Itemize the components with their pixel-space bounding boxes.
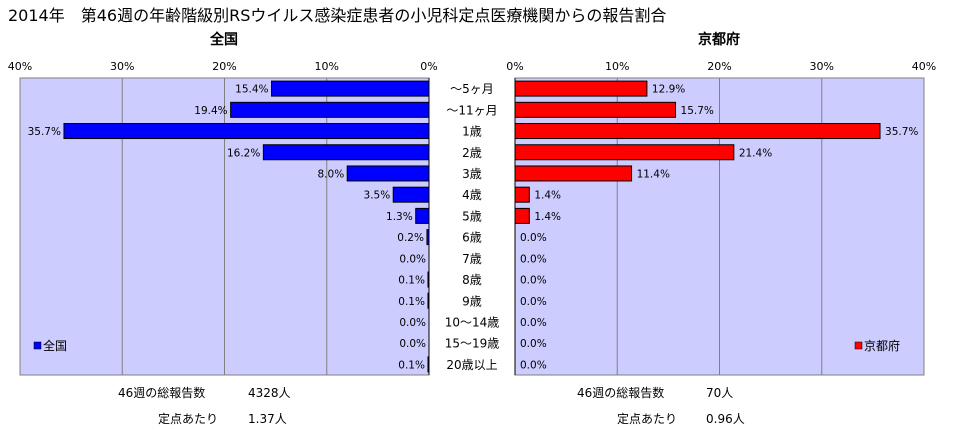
category-label: 6歳 — [462, 231, 482, 245]
bar-left — [415, 207, 430, 224]
left-total-label: 46週の総報告数 — [118, 386, 206, 400]
category-label: 10～14歳 — [445, 315, 500, 329]
axis-tick-label-right: 0% — [506, 60, 523, 73]
bar-right — [514, 101, 677, 118]
bar-right — [514, 207, 530, 224]
legend-left: 全国 — [33, 338, 67, 353]
bar-left — [262, 144, 430, 161]
axis-tick-label-left: 20% — [212, 60, 236, 73]
axis-tick-label-left: 30% — [110, 60, 134, 73]
data-label-left: 0.1% — [398, 359, 425, 371]
data-label-left: 19.4% — [194, 105, 227, 117]
data-label-left: 16.2% — [227, 147, 260, 159]
data-label-right: 15.7% — [681, 105, 714, 117]
data-label-left: 8.0% — [318, 168, 345, 180]
bar-left — [427, 292, 430, 309]
category-label: 4歳 — [462, 188, 482, 202]
data-label-right: 0.0% — [520, 253, 547, 265]
data-label-right: 35.7% — [885, 126, 918, 138]
right-total-value: 70人 — [706, 386, 734, 400]
data-label-right: 0.0% — [520, 232, 547, 244]
left-total-value: 4328人 — [248, 386, 291, 400]
category-label: ～11ヶ月 — [446, 103, 497, 117]
category-label: 15～19歳 — [445, 337, 500, 351]
category-label: 20歳以上 — [446, 358, 497, 372]
legend-label-right: 京都府 — [864, 338, 900, 353]
data-label-right: 0.0% — [520, 275, 547, 287]
left-per-label: 定点あたり — [158, 412, 219, 426]
bar-left — [426, 229, 430, 246]
bar-right — [514, 144, 735, 161]
axis-tick-label-left: 0% — [420, 60, 437, 73]
page-title: 2014年 第46週の年齢階級別RSウイルス感染症患者の小児科定点医療機関からの… — [8, 6, 667, 25]
data-label-right: 0.0% — [520, 317, 547, 329]
data-label-right: 21.4% — [739, 147, 772, 159]
data-label-left: 1.3% — [386, 211, 413, 223]
right-total-label: 46週の総報告数 — [577, 386, 665, 400]
data-label-right: 0.0% — [520, 338, 547, 350]
data-label-right: 0.0% — [520, 296, 547, 308]
axis-tick-label-left: 40% — [8, 60, 32, 73]
category-label: 8歳 — [462, 273, 482, 287]
legend-label-left: 全国 — [43, 338, 67, 353]
legend-swatch-right — [854, 341, 863, 350]
bar-left — [392, 186, 430, 203]
data-label-left: 0.0% — [399, 253, 426, 265]
right-per-value: 0.96人 — [706, 412, 745, 426]
legend-right: 京都府 — [854, 338, 900, 353]
data-label-left: 35.7% — [28, 126, 61, 138]
left-panel-title: 全国 — [209, 31, 238, 48]
legend-swatch-left — [33, 341, 42, 350]
category-label: 2歳 — [462, 146, 482, 160]
data-label-left: 0.1% — [398, 275, 425, 287]
data-label-right: 1.4% — [534, 211, 561, 223]
data-label-right: 12.9% — [652, 84, 685, 96]
category-label: 9歳 — [462, 294, 482, 308]
bar-left — [63, 123, 430, 140]
category-label: 3歳 — [462, 167, 482, 181]
bar-left — [271, 80, 430, 97]
bar-left — [427, 356, 430, 373]
bar-right — [514, 165, 633, 182]
axis-tick-label-right: 30% — [810, 60, 834, 73]
data-label-left: 3.5% — [364, 190, 391, 202]
data-label-right: 1.4% — [534, 190, 561, 202]
bar-left — [427, 271, 430, 288]
category-label: ～5ヶ月 — [450, 82, 494, 96]
bar-right — [514, 123, 881, 140]
data-label-right: 11.4% — [637, 168, 670, 180]
data-label-left: 0.1% — [398, 296, 425, 308]
axis-tick-label-right: 40% — [912, 60, 936, 73]
category-label: 5歳 — [462, 209, 482, 223]
category-label: 1歳 — [462, 125, 482, 139]
right-panel-title: 京都府 — [698, 31, 740, 48]
data-label-right: 0.0% — [520, 359, 547, 371]
bar-left — [346, 165, 430, 182]
bar-right — [514, 80, 648, 97]
axis-tick-label-left: 10% — [315, 60, 339, 73]
bar-left — [230, 101, 430, 118]
data-label-left: 0.0% — [399, 338, 426, 350]
bar-right — [514, 186, 530, 203]
right-per-label: 定点あたり — [617, 412, 678, 426]
axis-tick-label-right: 10% — [605, 60, 629, 73]
axis-tick-label-right: 20% — [707, 60, 731, 73]
left-per-value: 1.37人 — [248, 412, 287, 426]
data-label-left: 15.4% — [235, 84, 268, 96]
data-label-left: 0.0% — [399, 317, 426, 329]
data-label-left: 0.2% — [397, 232, 424, 244]
category-label: 7歳 — [462, 252, 482, 266]
